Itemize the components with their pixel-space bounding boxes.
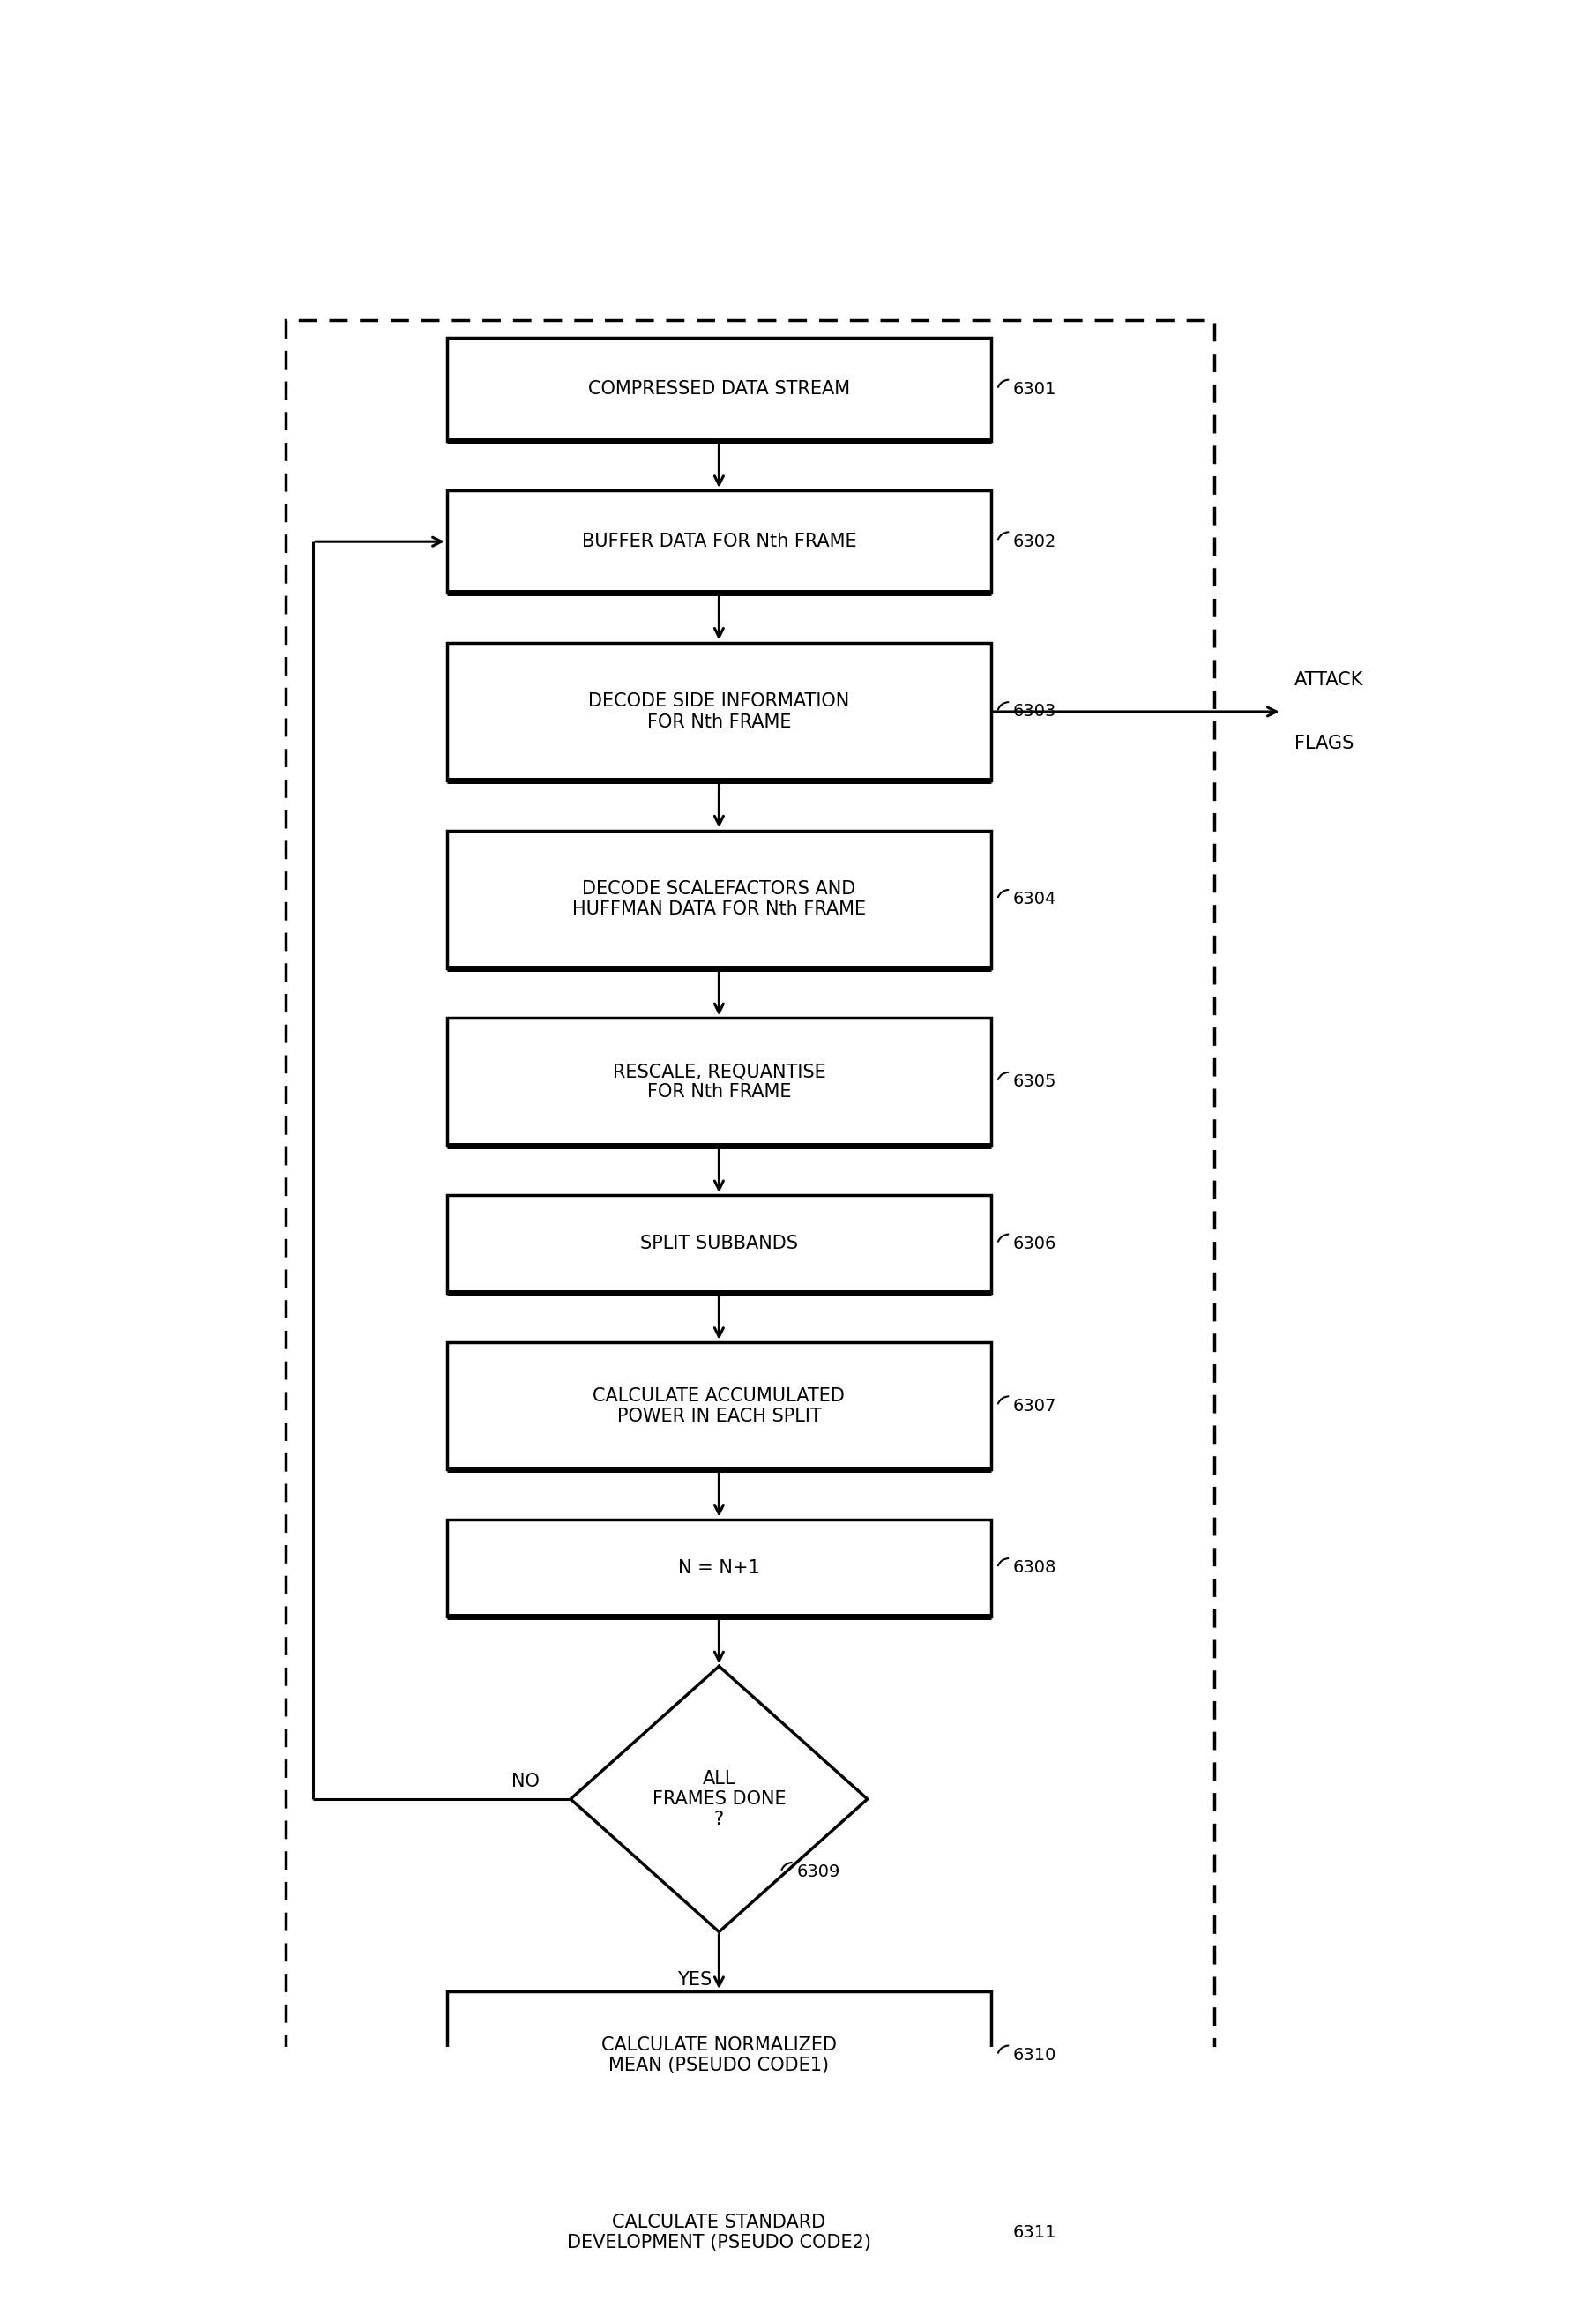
Text: CALCULATE NORMALIZED
MEAN (PSEUDO CODE1): CALCULATE NORMALIZED MEAN (PSEUDO CODE1) <box>602 2036 836 2075</box>
Text: FLAGS: FLAGS <box>1294 734 1353 752</box>
Bar <box>447 1196 991 1293</box>
Bar <box>447 1992 991 2118</box>
Text: 6304: 6304 <box>1013 890 1057 909</box>
Text: DECODE SIDE INFORMATION
FOR Nth FRAME: DECODE SIDE INFORMATION FOR Nth FRAME <box>589 692 849 731</box>
Text: 6308: 6308 <box>1013 1559 1057 1576</box>
Text: COMPRESSED DATA STREAM: COMPRESSED DATA STREAM <box>587 380 851 398</box>
Bar <box>447 830 991 968</box>
Text: ALL
FRAMES DONE
?: ALL FRAMES DONE ? <box>653 1769 785 1829</box>
Text: DECODE SCALEFACTORS AND
HUFFMAN DATA FOR Nth FRAME: DECODE SCALEFACTORS AND HUFFMAN DATA FOR… <box>571 881 867 918</box>
Text: CALCULATE STANDARD
DEVELOPMENT (PSEUDO CODE2): CALCULATE STANDARD DEVELOPMENT (PSEUDO C… <box>567 2213 871 2252</box>
Bar <box>447 1019 991 1145</box>
Text: RESCALE, REQUANTISE
FOR Nth FRAME: RESCALE, REQUANTISE FOR Nth FRAME <box>613 1063 825 1102</box>
Bar <box>447 1343 991 1470</box>
Text: N = N+1: N = N+1 <box>678 1559 760 1578</box>
Text: 6301: 6301 <box>1013 382 1057 398</box>
Text: CALCULATE ACCUMULATED
POWER IN EACH SPLIT: CALCULATE ACCUMULATED POWER IN EACH SPLI… <box>594 1387 844 1426</box>
Text: 6310: 6310 <box>1013 2047 1057 2063</box>
Bar <box>447 642 991 780</box>
Bar <box>447 490 991 593</box>
Text: NO: NO <box>512 1773 539 1789</box>
Bar <box>447 2169 991 2295</box>
Bar <box>447 1520 991 1617</box>
Text: SPLIT SUBBANDS: SPLIT SUBBANDS <box>640 1235 798 1254</box>
Text: ATTACK: ATTACK <box>1294 672 1363 688</box>
Text: 6305: 6305 <box>1013 1074 1057 1090</box>
Text: 6306: 6306 <box>1013 1235 1057 1251</box>
Text: 6309: 6309 <box>796 1863 839 1881</box>
Polygon shape <box>571 1665 868 1932</box>
Text: YES: YES <box>677 1971 712 1990</box>
Text: 6302: 6302 <box>1013 534 1057 550</box>
Text: 6311: 6311 <box>1013 2224 1057 2240</box>
Text: 6307: 6307 <box>1013 1398 1057 1414</box>
Text: 6303: 6303 <box>1013 704 1057 720</box>
Bar <box>447 338 991 442</box>
Text: BUFFER DATA FOR Nth FRAME: BUFFER DATA FOR Nth FRAME <box>581 534 857 550</box>
